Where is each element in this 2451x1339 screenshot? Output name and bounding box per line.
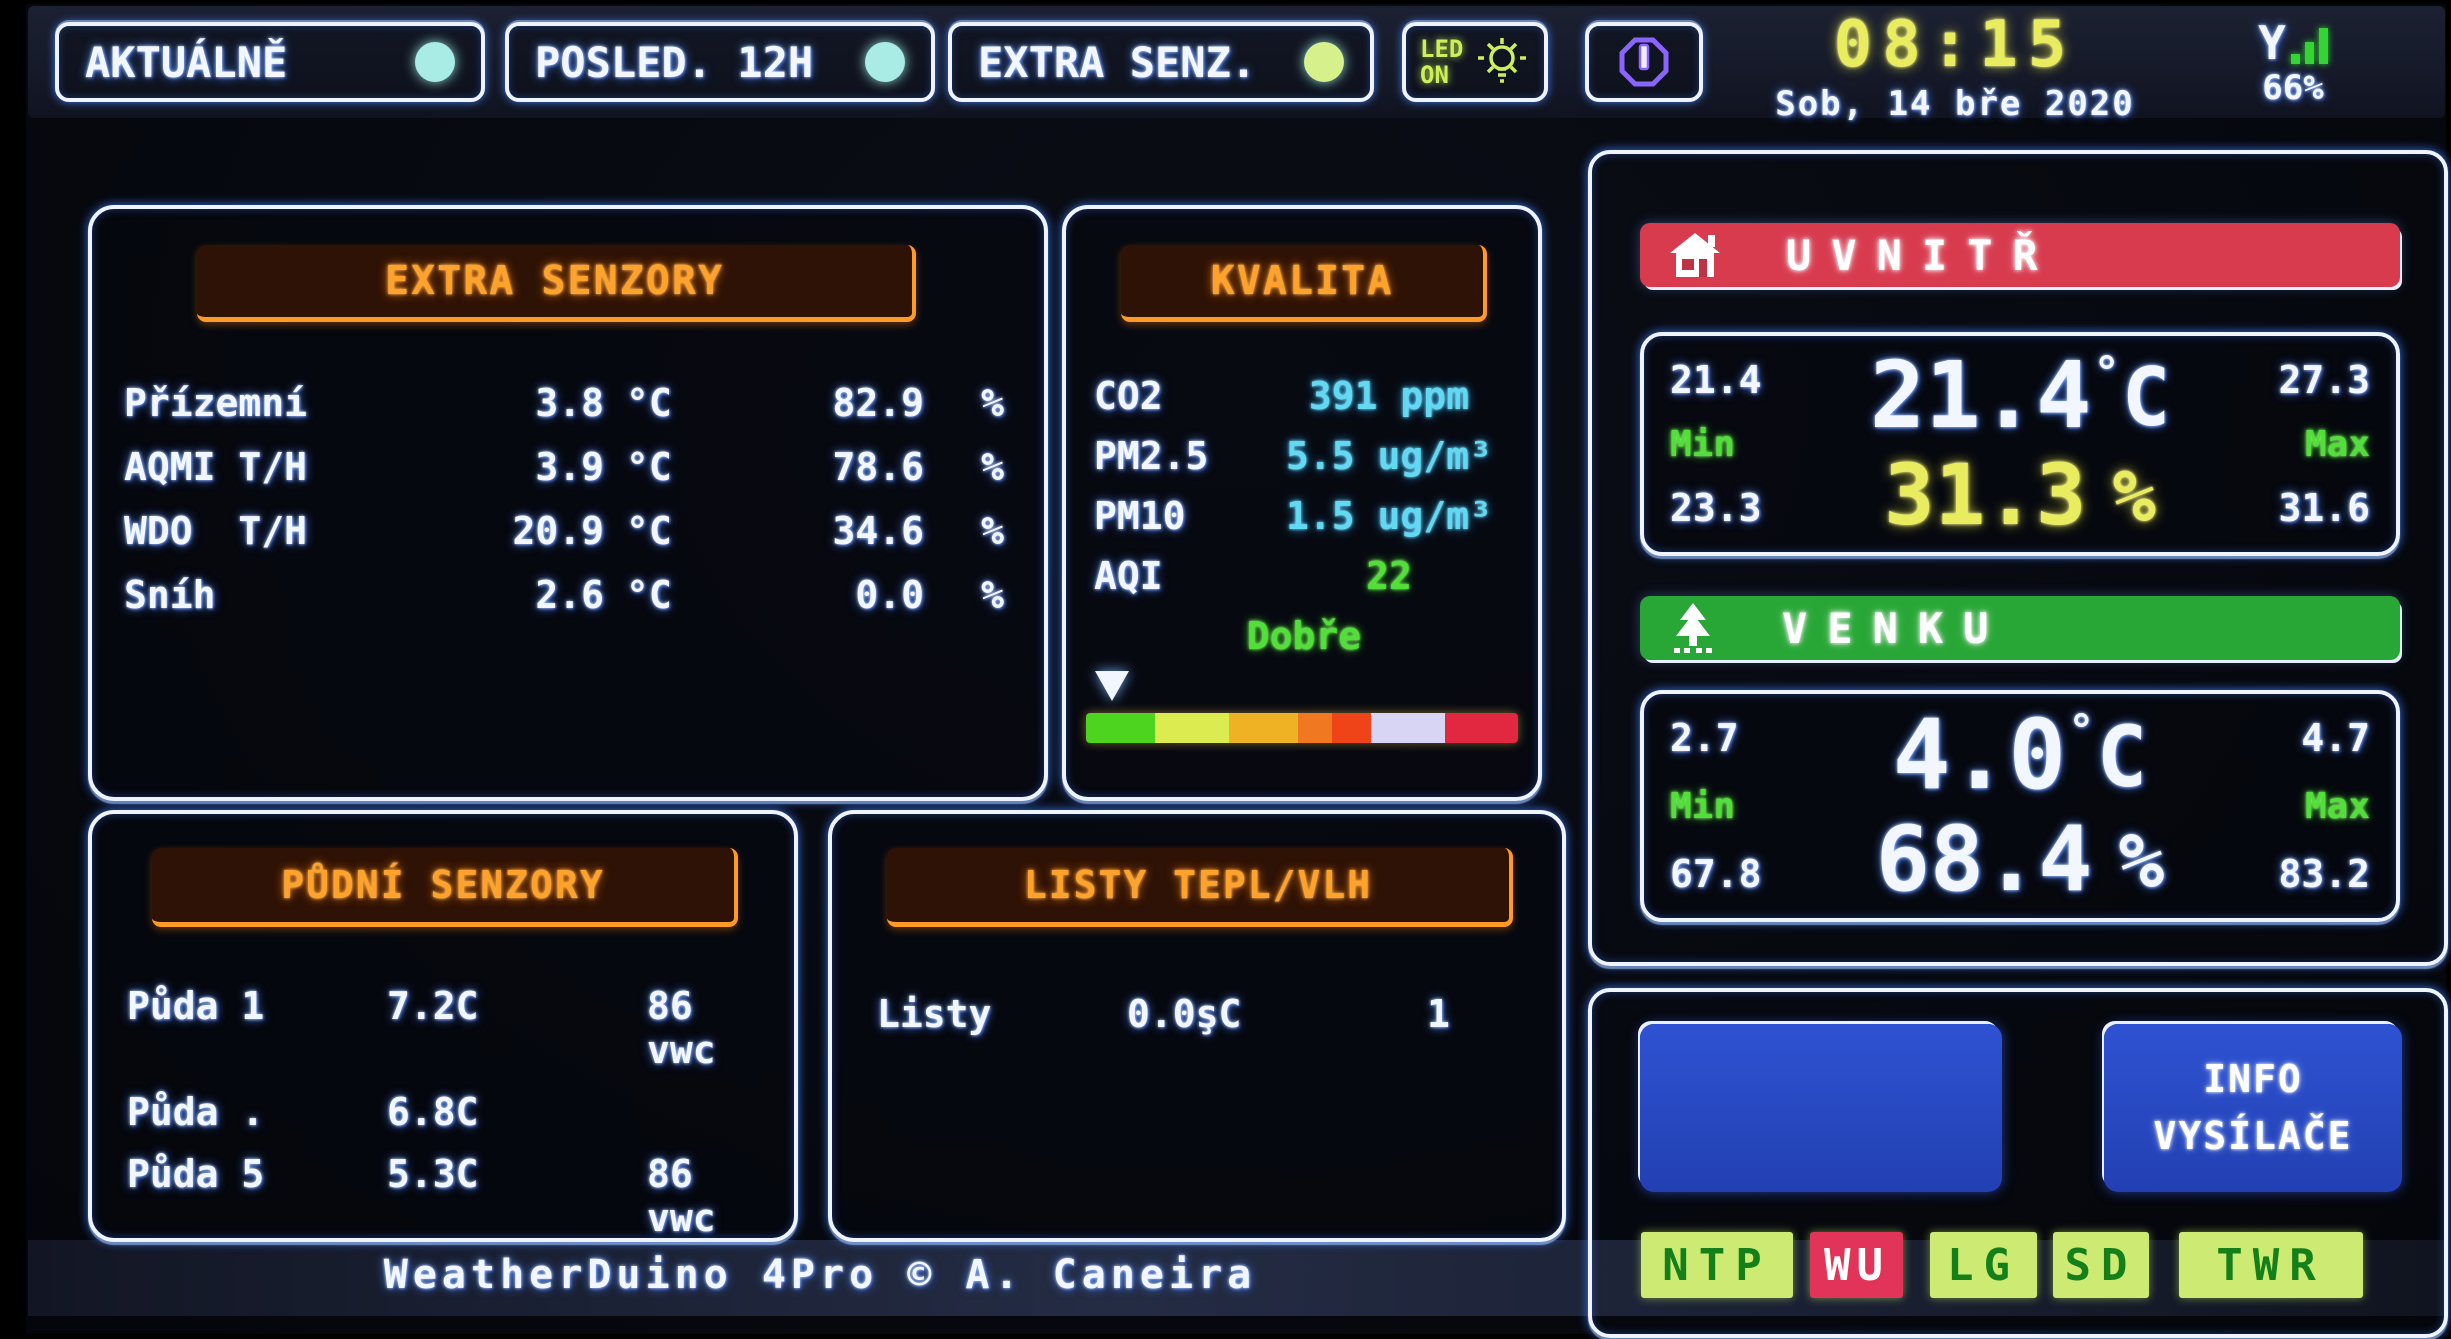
indoor-min-column: 21.4 Min 23.3 [1670,352,1835,536]
panel-title: PŮDNÍ SENZORY [152,848,738,927]
panel-title: EXTRA SENZORY [197,245,916,322]
aqi-pointer-icon [1094,671,1129,701]
panel-kvalita: KVALITA CO2 391 ppm PM2.5 5.5 ug/m³ PM10… [1062,205,1542,801]
outdoor-min-column: 2.7 Min 67.8 [1670,710,1835,902]
aqi-status-text: Dobře [1246,614,1362,658]
led-toggle-button[interactable]: LED ON [1402,22,1548,102]
indoor-main-values: 21.4 ° C 31.3 % [1835,342,2205,545]
sensor-row: WDO T/H 20.9 °C 34.6 % [124,509,1004,553]
air-quality-row: AQI 22 [1094,554,1412,598]
signal-block: Y 66% [2228,12,2358,108]
outdoor-max-column: 4.7 Max 83.2 [2205,710,2370,902]
air-quality-row: CO2 391 ppm [1094,374,1470,418]
sensor-row: Přízemní 3.8 °C 82.9 % [124,381,1004,425]
air-quality-row: PM2.5 5.5 ug/m³ [1094,434,1492,478]
outdoor-temp-max: 4.7 [2301,716,2370,760]
time-display: 08:15 [1833,8,2077,82]
indoor-temperature: 21.4 ° C [1869,342,2171,449]
tab-label: POSLED. 12H [535,37,814,87]
outdoor-temp-min: 2.7 [1670,716,1739,760]
right-weather-container [1588,150,2448,966]
status-badge-ntp: NTP [1641,1232,1793,1298]
date-display: Sob, 14 bře 2020 [1775,84,2135,124]
app-credit: WeatherDuino 4Pro © A. Caneira [383,1252,1257,1298]
max-label: Max [2304,423,2370,465]
leaf-row: Listy 0.0şC 1 [877,992,1450,1036]
tab-extra-senz[interactable]: EXTRA SENZ. [948,22,1374,102]
indoor-temp-max: 27.3 [2278,358,2370,402]
panel-title: KVALITA [1121,245,1487,322]
indoor-humidity: 31.3 % [1884,446,2156,545]
status-badge-sd: SD [2053,1232,2149,1298]
indoor-hum-max: 31.6 [2278,486,2370,530]
status-dot-cyan [415,42,455,82]
soil-row: Půda 5 5.3C 86 vwc [127,1152,716,1240]
panel-pudni-senzory: PŮDNÍ SENZORY Půda 1 7.2C 86 vwc Půda . … [88,810,798,1242]
aqi-scale-block [1086,641,1518,751]
info-vysilace-button[interactable]: INFO VYSÍLAČE [2104,1024,2402,1192]
right-buttons-container [1588,988,2448,1338]
status-dot-green [1304,42,1344,82]
outdoor-readings-panel: 2.7 Min 67.8 4.0 ° C 68.4 % 4.7 Max 83.2 [1640,690,2400,922]
power-button[interactable] [1585,22,1703,102]
clock-block: 08:15 Sob, 14 bře 2020 [1715,8,2195,124]
status-badge-lg: LG [1930,1232,2037,1298]
soil-row: Půda 1 7.2C 86 vwc [127,984,716,1072]
led-label: LED ON [1420,34,1464,89]
outdoor-temperature: 4.0 ° C [1892,699,2148,811]
panel-extra-senzory: EXTRA SENZORY Přízemní 3.8 °C 82.9 % AQM… [88,205,1048,801]
max-label: Max [2304,785,2370,827]
soil-row: Půda . 6.8C [127,1090,479,1134]
button-label-line1: INFO [2203,1057,2303,1101]
tab-label: EXTRA SENZ. [978,37,1257,87]
power-icon [1615,33,1673,91]
panel-title: LISTY TEPL/VLH [887,848,1513,927]
min-label: Min [1670,785,1736,827]
status-badge-twr: TWR [2179,1232,2363,1298]
indoor-hum-min: 23.3 [1670,486,1762,530]
button-label-line2: VYSÍLAČE [2153,1114,2353,1158]
indoor-max-column: 27.3 Max 31.6 [2205,352,2370,536]
sensor-row: AQMI T/H 3.9 °C 78.6 % [124,445,1004,489]
indoor-readings-panel: 21.4 Min 23.3 21.4 ° C 31.3 % 27.3 Max 3… [1640,332,2400,556]
banner-label: VENKU [1782,603,2009,653]
footer-strip [28,1240,2445,1316]
lightbulb-icon [1474,34,1530,90]
outdoor-main-values: 4.0 ° C 68.4 % [1835,699,2205,912]
tree-icon [1668,602,1718,654]
tab-label: AKTUÁLNĚ [85,37,288,87]
min-label: Min [1670,423,1736,465]
indoor-banner: UVNITŘ [1640,223,2400,287]
signal-strength-icon: Y [2228,12,2358,66]
signal-percent: 66% [2262,68,2324,108]
tab-aktualne[interactable]: AKTUÁLNĚ [55,22,485,102]
indoor-temp-min: 21.4 [1670,358,1762,402]
outdoor-humidity: 68.4 % [1875,806,2165,912]
outdoor-hum-max: 83.2 [2278,852,2370,896]
air-quality-row: PM10 1.5 ug/m³ [1094,494,1492,538]
blank-blue-button[interactable] [1640,1024,2002,1192]
status-badge-wu: WU [1810,1232,1903,1298]
outdoor-banner: VENKU [1640,596,2400,660]
aqi-color-scale [1086,713,1518,743]
tab-posled-12h[interactable]: POSLED. 12H [505,22,935,102]
panel-listy: LISTY TEPL/VLH Listy 0.0şC 1 [828,810,1566,1242]
banner-label: UVNITŘ [1786,230,2058,280]
status-dot-cyan [865,42,905,82]
outdoor-hum-min: 67.8 [1670,852,1762,896]
house-icon [1668,231,1722,279]
sensor-row: Sníh 2.6 °C 0.0 % [124,573,1004,617]
